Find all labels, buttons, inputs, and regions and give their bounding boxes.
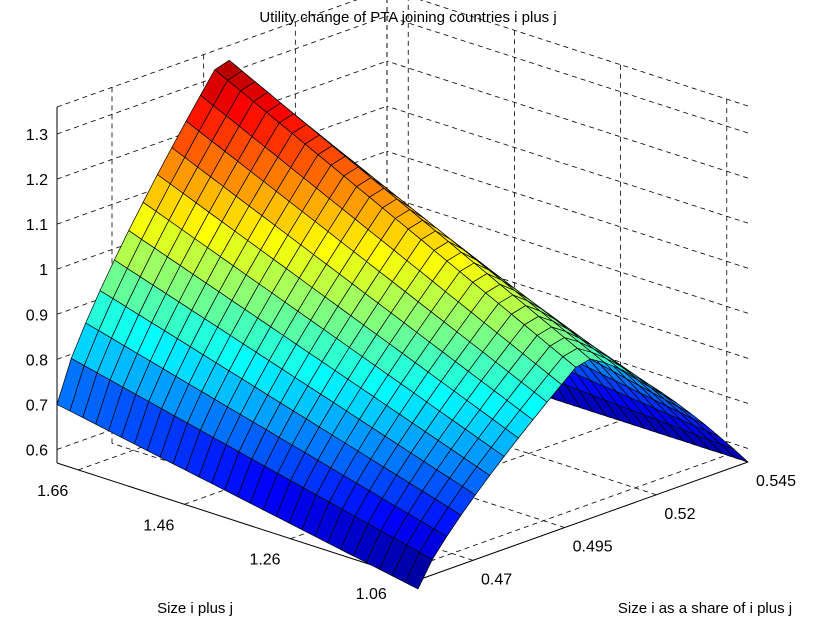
- z-grid-line: [386, 15, 749, 134]
- surface-patch: [404, 552, 433, 590]
- x-grid-line: [396, 454, 727, 574]
- y-tick-label: 0.52: [664, 506, 695, 523]
- y-tick-label: 0.495: [573, 539, 613, 556]
- z-grid-line: [386, 60, 749, 179]
- x-axis: [56, 462, 419, 581]
- x-tick-label: 1.06: [356, 586, 387, 603]
- x-axis-label: Size i plus j: [157, 600, 233, 617]
- surface-plot: [56, 59, 749, 590]
- y-tick-label: 0.545: [756, 473, 796, 490]
- z-grid-line: [386, 150, 749, 269]
- z-tick-label: 1.3: [26, 127, 48, 144]
- z-grid-line: [386, 195, 749, 314]
- tick-labels: 0.6 0.7 0.8 0.9 1 1.1 1.2 1.3 1.06 1.26 1.46 1.66 0.…: [26, 127, 796, 603]
- z-tick-label: 0.8: [26, 352, 48, 369]
- y-axis: [417, 461, 749, 581]
- x-tick-label: 1.46: [143, 517, 174, 534]
- z-tick-label: 0.7: [26, 397, 48, 414]
- x-tick-label: 1.26: [249, 552, 280, 569]
- y-axis-label: Size i as a share of i plus j: [618, 600, 792, 617]
- z-tick-label: 0.6: [26, 442, 48, 459]
- z-tick-label: 0.9: [26, 307, 48, 324]
- z-tick-label: 1: [39, 262, 48, 279]
- x-tick-label: 1.66: [37, 483, 68, 500]
- y-tick-label: 0.47: [481, 571, 512, 588]
- z-tick-label: 1.1: [26, 217, 48, 234]
- z-grid-line: [386, 105, 749, 224]
- back-edge: [56, 0, 358, 108]
- back-edge: [419, 0, 749, 107]
- z-tick-label: 1.2: [26, 172, 48, 189]
